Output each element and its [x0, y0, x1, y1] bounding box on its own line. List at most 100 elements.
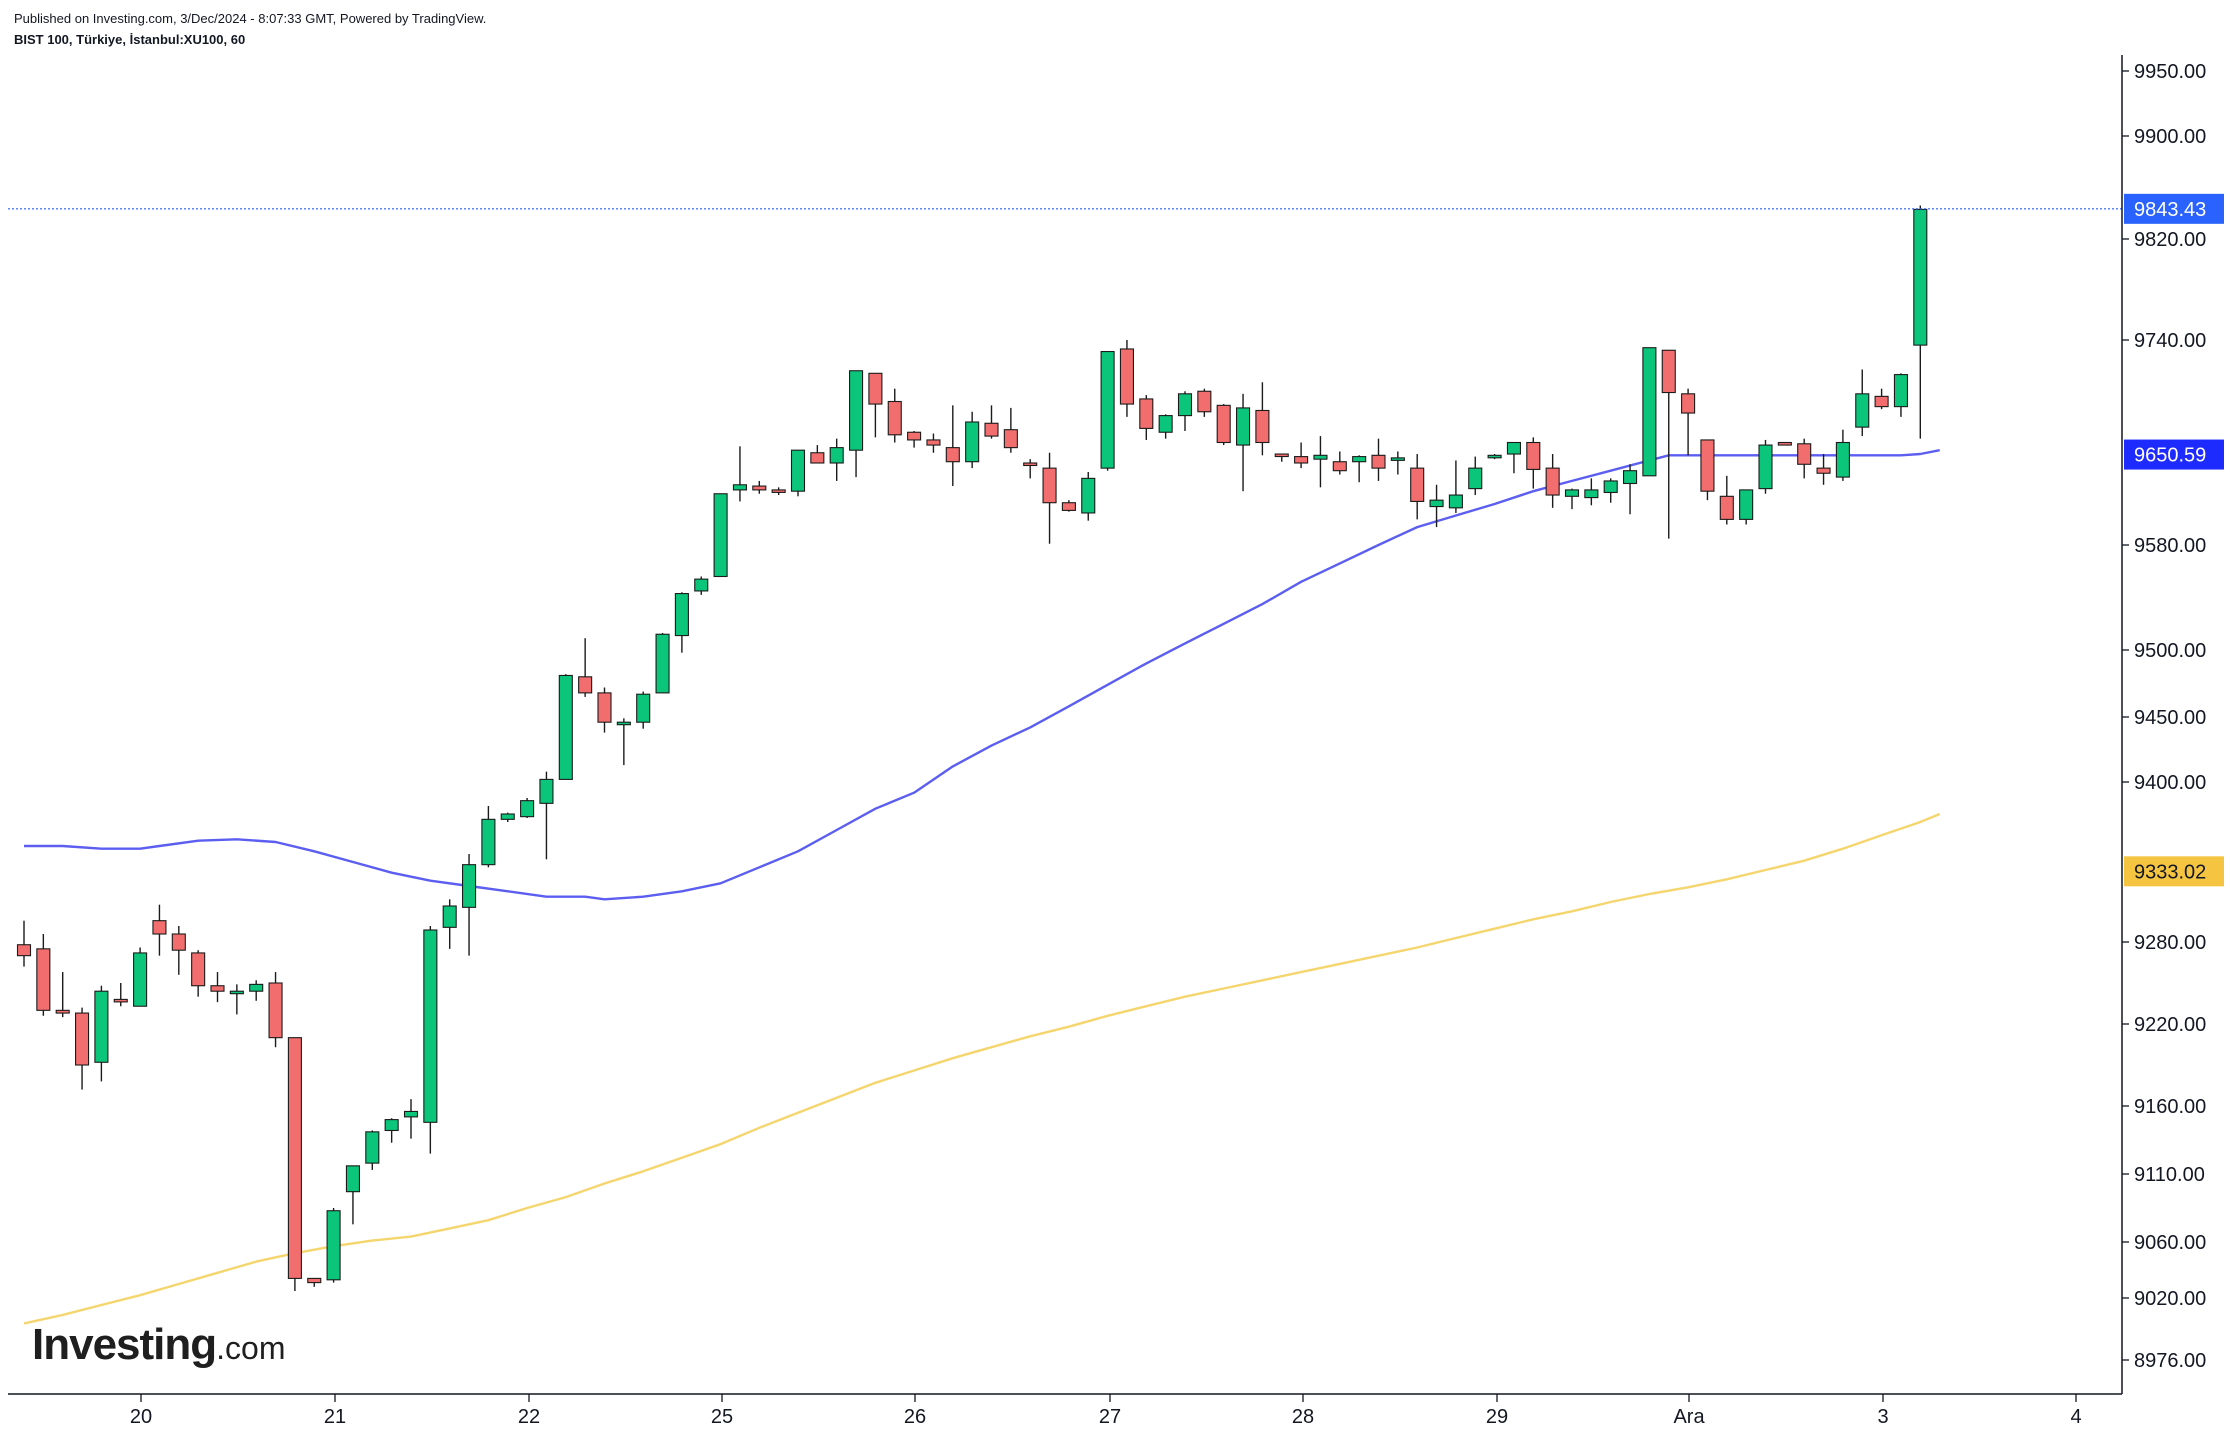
candle-body [868, 372, 883, 405]
candle-body [500, 813, 515, 820]
candle [771, 487, 786, 496]
price-tag-bg [2124, 439, 2224, 470]
candle [1003, 407, 1018, 453]
candle-body [1777, 441, 1792, 446]
y-tick-label: 9580.00 [2134, 535, 2206, 557]
candle-body [655, 633, 670, 694]
candle-body [1468, 467, 1483, 490]
candle-body [326, 1210, 341, 1281]
candle-body [287, 1037, 302, 1279]
candle-body [191, 952, 206, 987]
candle-body [1719, 495, 1734, 520]
candle [1526, 437, 1541, 489]
candle [365, 1130, 380, 1170]
candle-body [423, 929, 438, 1123]
candle-body [829, 447, 844, 464]
logo-suffix: .com [216, 1330, 286, 1366]
candle-body [1545, 467, 1560, 496]
candle-body [307, 1277, 322, 1284]
candle-body [1352, 456, 1367, 463]
candle [1700, 439, 1715, 501]
candle-body [1855, 393, 1870, 428]
candle [287, 1037, 302, 1291]
candle [113, 983, 128, 1007]
candle [1487, 454, 1502, 460]
candle [887, 388, 902, 443]
y-tick-label: 9950.00 [2134, 61, 2206, 83]
candle-body [133, 952, 148, 1007]
candle-body [345, 1165, 361, 1193]
candle [1158, 414, 1173, 439]
candle [1855, 369, 1870, 437]
candle [597, 687, 612, 733]
candle [674, 592, 689, 653]
candle-body [94, 990, 109, 1063]
candle-body [1390, 457, 1405, 461]
candle [1236, 393, 1251, 492]
y-tick-label: 9900.00 [2134, 126, 2206, 148]
candle [1681, 388, 1696, 456]
candle-body [36, 948, 51, 1011]
candle-body [75, 1012, 90, 1066]
candle-body [1739, 489, 1754, 520]
price-tag-label: 9333.02 [2134, 861, 2206, 883]
candle [1584, 478, 1599, 506]
ma-slow-line [23, 812, 1941, 1325]
candle [268, 972, 283, 1048]
candle-body [848, 370, 864, 451]
candle [1642, 347, 1657, 477]
candle [539, 771, 554, 860]
candle [907, 430, 922, 448]
candle-body [210, 985, 225, 992]
candle [1390, 451, 1405, 475]
candle-body [1255, 409, 1270, 444]
candle [1545, 454, 1560, 508]
candle-body [520, 800, 535, 818]
candle-body [616, 721, 631, 726]
candle-body [113, 998, 128, 1003]
candle-body [1216, 404, 1231, 444]
candle [1216, 404, 1231, 446]
y-tick-label: 9400.00 [2134, 772, 2206, 794]
candle [1139, 395, 1154, 440]
candle-body [152, 920, 167, 935]
candle-body [1526, 441, 1541, 470]
candle-body [1332, 461, 1347, 472]
y-tick-label: 9160.00 [2134, 1096, 2206, 1118]
candle [326, 1208, 341, 1283]
candle-body [945, 447, 960, 463]
published-note: Published on Investing.com, 3/Dec/2024 -… [14, 11, 487, 26]
candle [461, 854, 477, 956]
candle [1448, 460, 1463, 513]
candle [1274, 453, 1289, 462]
y-tick-label: 9020.00 [2134, 1288, 2206, 1310]
candle-body [597, 692, 612, 723]
candle-body [403, 1110, 419, 1118]
candle [1506, 441, 1521, 474]
candle [1429, 484, 1444, 528]
candle-body [1177, 393, 1193, 417]
candle [500, 812, 515, 822]
candle-body [694, 578, 709, 592]
x-tick-label: 22 [518, 1406, 540, 1428]
y-tick-label: 9220.00 [2134, 1014, 2206, 1036]
candle-body [1371, 454, 1386, 469]
candle [732, 446, 748, 502]
y-tick-label: 9060.00 [2134, 1232, 2206, 1254]
candle [1081, 471, 1096, 521]
candle-body [1429, 499, 1444, 508]
x-tick-label: 25 [711, 1406, 733, 1428]
candle-body [926, 439, 941, 446]
candle [1739, 489, 1754, 525]
y-tick-label: 9740.00 [2134, 330, 2206, 352]
candle [1255, 382, 1270, 456]
candle-body [558, 674, 573, 780]
candle-body [1797, 443, 1812, 465]
candle [36, 934, 51, 1016]
candle [848, 370, 864, 478]
candle [229, 984, 244, 1015]
candle-body [1003, 429, 1018, 449]
y-tick-label: 9820.00 [2134, 229, 2206, 251]
candle-body [481, 818, 496, 866]
